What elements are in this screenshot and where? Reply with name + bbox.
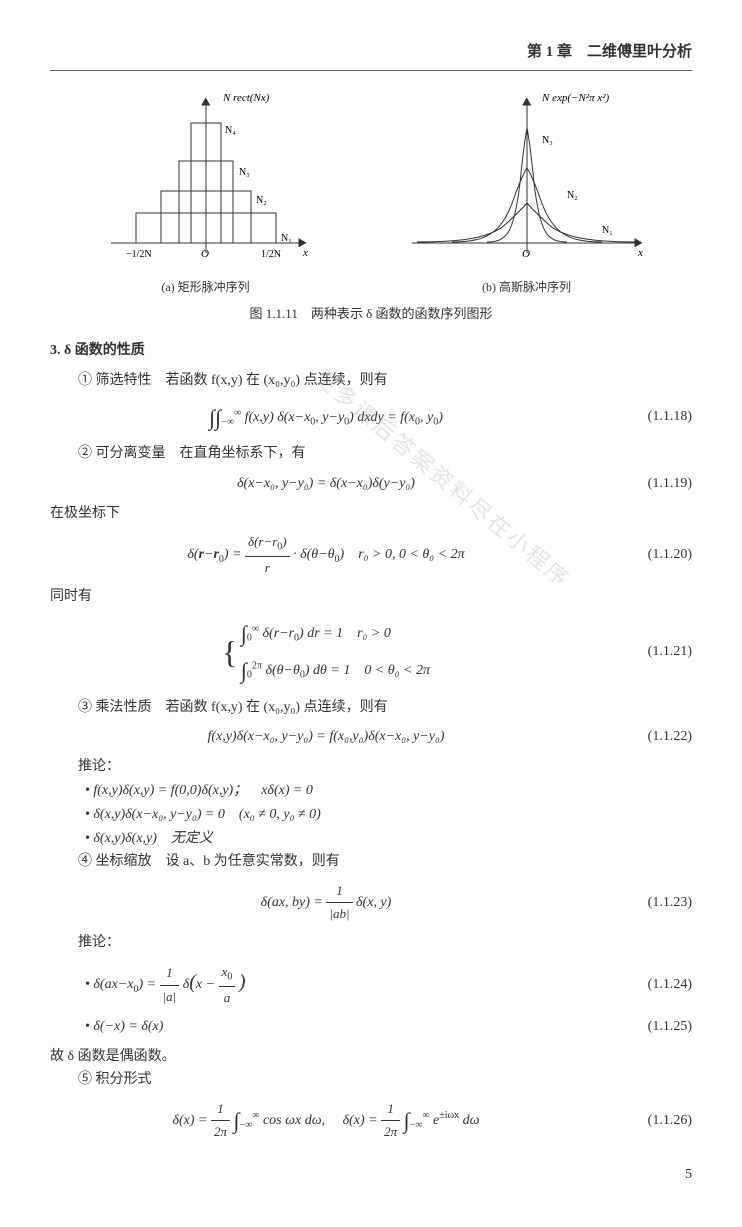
fig-b-n3: N₃ — [542, 135, 553, 146]
figure-b: N exp(−N²π x²) x N₁ N₂ N₃ O (b) 高斯脉冲序列 — [402, 83, 652, 297]
fig-a-n4: N₄ — [225, 125, 236, 136]
svg-text:x: x — [637, 247, 643, 259]
eqnum-20: (1.1.20) — [602, 543, 692, 567]
fig-b-n2: N₂ — [567, 190, 578, 201]
corollary-3-2: • δ(x,y)δ(x−x₀, y−y₀) = 0 (x₀ ≠ 0, y₀ ≠ … — [85, 803, 692, 827]
polar-lead: 在极坐标下 — [50, 502, 692, 526]
figure-b-caption: (b) 高斯脉冲序列 — [402, 277, 652, 297]
fig-a-ylabel: N rect(Nx) — [222, 92, 270, 104]
figure-row: N rect(Nx) x N₁ N₂ N₃ N₄ −1/2N O 1/2N (a… — [50, 83, 692, 297]
eqnum-21: (1.1.21) — [602, 640, 692, 664]
equation-1-1-26: δ(x) = 12π ∫−∞∞ cos ωx dω, δ(x) = 12π ∫−… — [50, 1098, 692, 1143]
corollary-3-3: • δ(x,y)δ(x,y) 无定义 — [85, 827, 692, 851]
page-number: 5 — [50, 1163, 692, 1187]
eqnum-26: (1.1.26) — [602, 1109, 692, 1133]
equation-1-1-19: δ(x−x₀, y−y₀) = δ(x−x₀)δ(y−y₀) (1.1.19) — [50, 472, 692, 496]
fig-a-xpos: 1/2N — [261, 249, 281, 260]
equation-1-1-20: δ(r−r0) = δ(r−r0)r · δ(θ−θ0) r₀ > 0, 0 <… — [50, 531, 692, 579]
gauss-pulse-svg: N exp(−N²π x²) x N₁ N₂ N₃ O — [402, 83, 652, 273]
equation-1-1-22: f(x,y)δ(x−x₀, y−y₀) = f(x₀,y₀)δ(x−x₀, y−… — [50, 725, 692, 749]
equation-1-1-24: • δ(ax−x0) = 1|a| δ(x − x0a ) (1.1.24) — [50, 961, 692, 1009]
item-5-lead: ⑤ 积分形式 — [50, 1068, 692, 1092]
eqnum-19: (1.1.19) — [602, 472, 692, 496]
fig-a-n2: N₂ — [256, 195, 267, 206]
equation-1-1-23: δ(ax, by) = 1|ab| δ(x, y) (1.1.23) — [50, 880, 692, 925]
fig-a-o: O — [201, 248, 209, 260]
fig-b-o: O — [522, 248, 530, 260]
even-func-note: 故 δ 函数是偶函数。 — [50, 1045, 692, 1069]
fig-a-n1: N₁ — [281, 233, 292, 244]
item-4-lead: ④ 坐标缩放 设 a、b 为任意实常数，则有 — [50, 850, 692, 874]
svg-text:x: x — [302, 247, 308, 259]
figure-main-caption: 图 1.1.11 两种表示 δ 函数的函数序列图形 — [50, 303, 692, 325]
corollary-3-label: 推论： — [50, 755, 692, 779]
corollary-4-label: 推论： — [50, 931, 692, 955]
section-title: 3. δ 函数的性质 — [50, 339, 692, 363]
equation-1-1-18: ∫∫−∞∞ f(x,y) δ(x−x0, y−y0) dxdy = f(x0, … — [50, 399, 692, 436]
chapter-header: 第 1 章 二维傅里叶分析 — [50, 40, 692, 71]
eqnum-24: (1.1.24) — [602, 973, 692, 997]
figure-a-caption: (a) 矩形脉冲序列 — [91, 277, 321, 297]
corollary-3-1: • f(x,y)δ(x,y) = f(0,0)δ(x,y)； xδ(x) = 0 — [85, 779, 692, 803]
fig-b-ylabel: N exp(−N²π x²) — [541, 92, 610, 104]
eqnum-22: (1.1.22) — [602, 725, 692, 749]
meanwhile-lead: 同时有 — [50, 585, 692, 609]
equation-1-1-25: • δ(−x) = δ(x) (1.1.25) — [50, 1015, 692, 1039]
eqnum-23: (1.1.23) — [602, 891, 692, 915]
rect-pulse-svg: N rect(Nx) x N₁ N₂ N₃ N₄ −1/2N O 1/2N — [91, 83, 321, 273]
fig-b-n1: N₁ — [602, 225, 613, 236]
fig-a-n3: N₃ — [239, 167, 250, 178]
figure-a: N rect(Nx) x N₁ N₂ N₃ N₄ −1/2N O 1/2N (a… — [91, 83, 321, 297]
fig-a-xneg: −1/2N — [126, 249, 152, 260]
equation-1-1-21: { ∫0∞ δ(r−r0) dr = 1 r₀ > 0 ∫02π δ(θ−θ0)… — [50, 615, 692, 690]
item-2-lead: ② 可分离变量 在直角坐标系下，有 — [50, 442, 692, 466]
item-1-lead: ① 筛选特性 若函数 f(x,y) 在 (x₀,y₀) 点连续，则有 — [50, 369, 692, 393]
eqnum-25: (1.1.25) — [602, 1015, 692, 1039]
eqnum-18: (1.1.18) — [602, 405, 692, 429]
item-3-lead: ③ 乘法性质 若函数 f(x,y) 在 (x₀,y₀) 点连续，则有 — [50, 696, 692, 720]
